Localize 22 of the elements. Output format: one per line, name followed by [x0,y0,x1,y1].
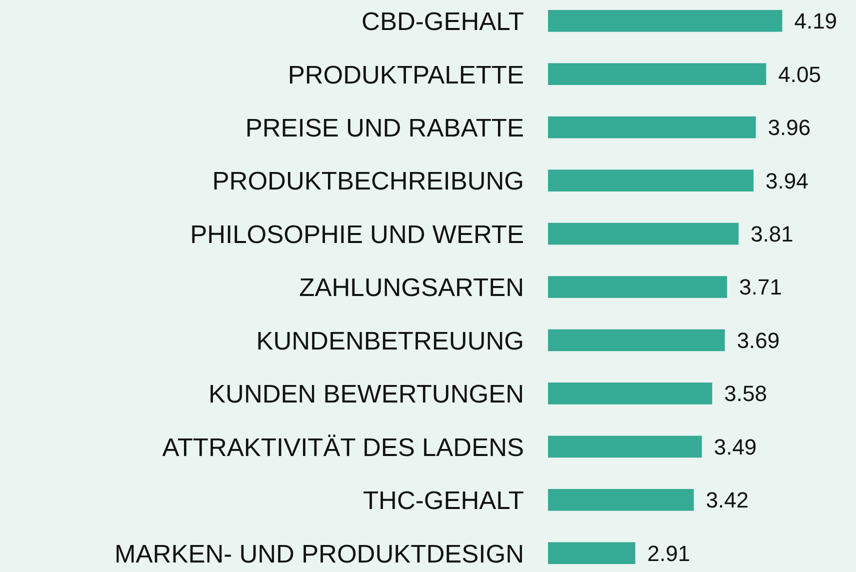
y-tick-label: MARKEN- UND PRODUKTDESIGN [114,540,524,568]
data-label: 3.94 [766,168,808,194]
y-tick-label: PRODUKTPALETTE [288,61,524,90]
data-label: 3.42 [706,488,749,513]
y-tick-label: CBD-GEHALT [362,8,524,36]
data-label: 3.71 [739,274,782,300]
data-label: 3.69 [736,328,780,353]
data-label: 3.58 [724,381,768,406]
data-label: 3.81 [750,221,794,246]
data-label: 4.19 [794,8,838,34]
data-label: 4.05 [778,62,821,87]
data-label: 3.96 [768,115,811,140]
data-label: 3.49 [714,434,757,460]
y-tick-label: ZAHLUNGSARTEN [299,274,524,302]
data-label: 2.91 [647,540,690,566]
y-tick-label: KUNDEN BEWERTUNGEN [208,380,524,409]
y-tick-label: THC-GEHALT [362,487,524,516]
y-tick-label: PRODUKTBECHREIBUNG [212,168,524,196]
y-tick-label: KUNDENBETREUUNG [256,327,524,356]
y-tick-label: PREISE UND RABATTE [245,114,524,143]
y-tick-label: PHILOSOPHIE UND WERTE [190,220,524,249]
y-tick-label: ATTRAKTIVITÄT DES LADENS [162,434,524,462]
